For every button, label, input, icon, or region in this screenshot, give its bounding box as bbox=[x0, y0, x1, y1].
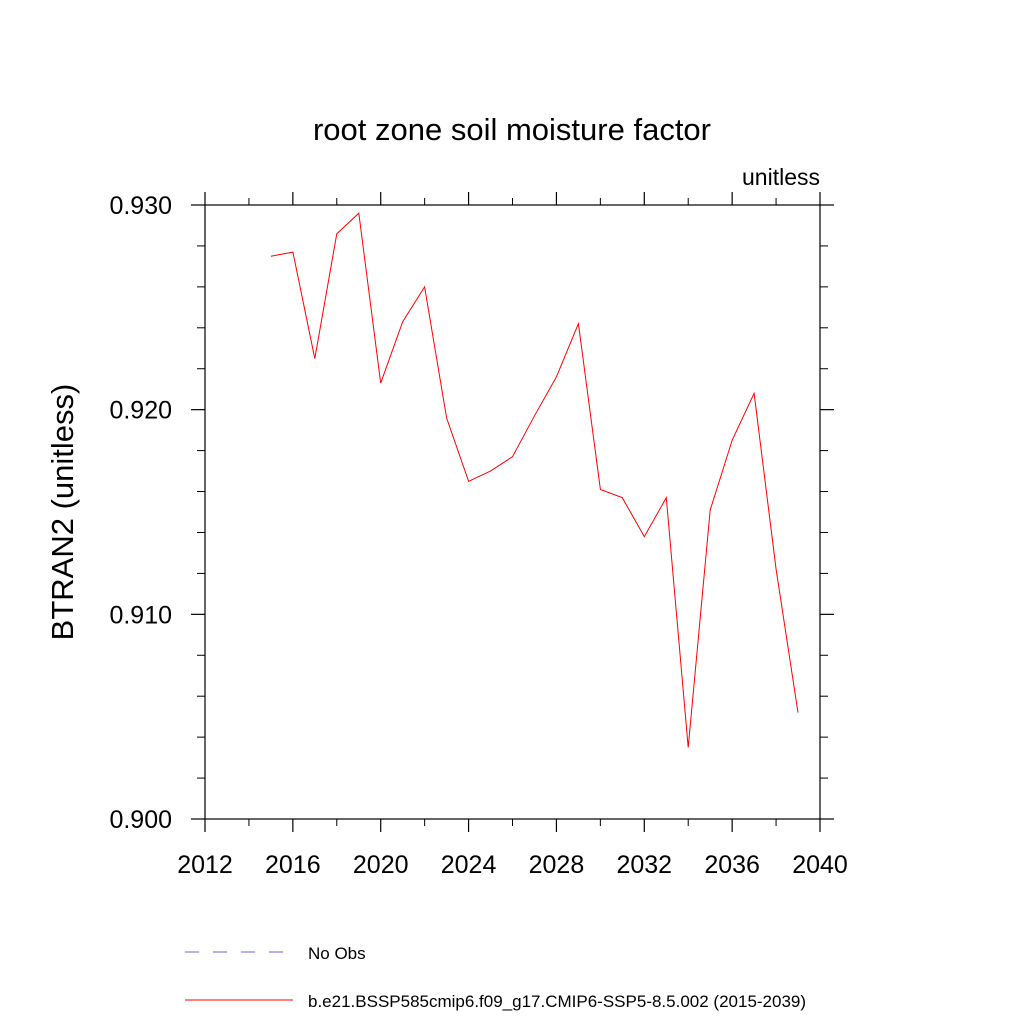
x-tick-label: 2040 bbox=[792, 851, 848, 879]
x-tick-label: 2016 bbox=[265, 851, 321, 879]
legend: No Obs b.e21.BSSP585cmip6.f09_g17.CMIP6-… bbox=[185, 944, 806, 1011]
x-tick-label: 2024 bbox=[441, 851, 497, 879]
x-tick-label: 2032 bbox=[616, 851, 672, 879]
x-ticks: 2012 2016 2020 2024 2028 2032 2036 2040 bbox=[177, 192, 848, 879]
x-tick-label: 2036 bbox=[704, 851, 760, 879]
y-tick-label: 0.900 bbox=[109, 806, 172, 834]
series-line bbox=[270, 212, 799, 748]
plot-frame bbox=[204, 204, 821, 820]
y-axis-label: BTRAN2 (unitless) bbox=[45, 384, 80, 641]
y-tick-label: 0.910 bbox=[109, 601, 172, 629]
y-tick-label: 0.920 bbox=[109, 397, 172, 425]
y-tick-label: 0.930 bbox=[109, 192, 172, 220]
x-tick-label: 2012 bbox=[177, 851, 233, 879]
chart-title: root zone soil moisture factor bbox=[313, 112, 711, 147]
x-tick-label: 2020 bbox=[353, 851, 409, 879]
x-tick-label: 2028 bbox=[529, 851, 585, 879]
series-layer bbox=[270, 212, 799, 748]
legend-label-no-obs: No Obs bbox=[308, 944, 366, 963]
legend-label-series: b.e21.BSSP585cmip6.f09_g17.CMIP6-SSP5-8.… bbox=[308, 992, 806, 1011]
units-label: unitless bbox=[742, 164, 820, 190]
y-ticks: 0.900 0.910 0.920 0.930 bbox=[109, 192, 834, 834]
